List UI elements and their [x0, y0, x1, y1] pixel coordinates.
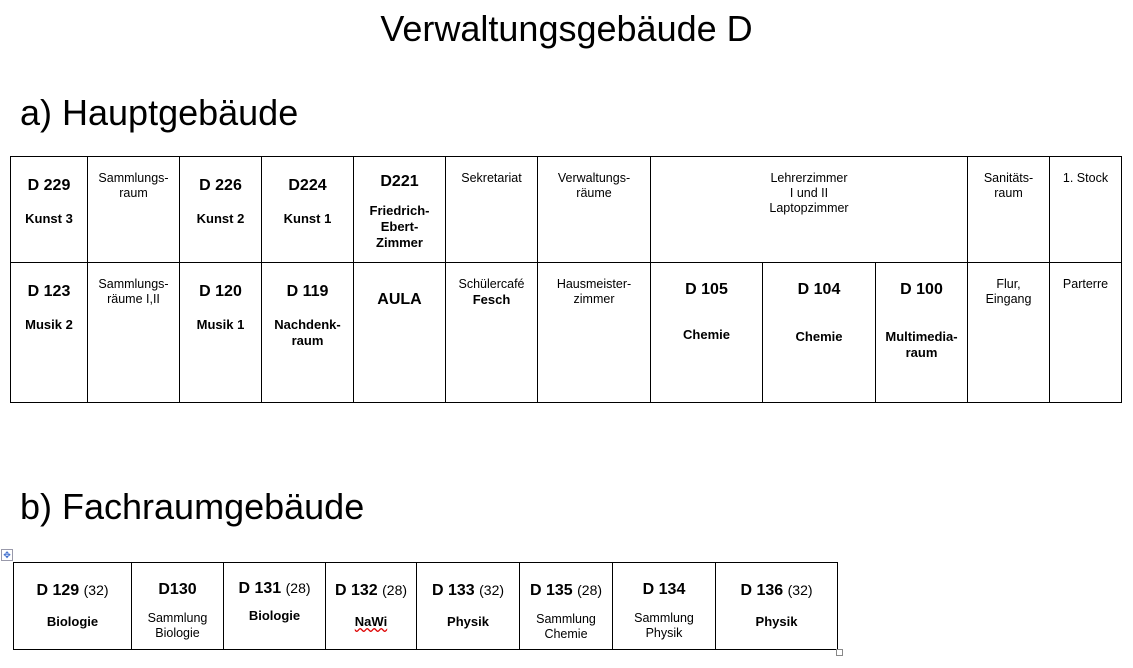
- room-name: Kunst 1: [283, 211, 332, 226]
- page-title: Verwaltungsgebäude D: [380, 8, 753, 49]
- room-number: D 105: [685, 281, 728, 298]
- table-cell: D 135 (28) Sammlung Chemie: [519, 562, 613, 650]
- room-description: Flur, Eingang: [985, 277, 1032, 306]
- room-number: D130: [158, 581, 197, 598]
- room-name: Musik 2: [25, 317, 73, 332]
- table-resize-handle[interactable]: [836, 649, 843, 656]
- room-number: D 131: [238, 580, 282, 597]
- room-capacity: (28): [577, 582, 603, 598]
- table-cell: D 119 Nachdenk- raum: [261, 262, 354, 403]
- room-description: Verwaltungs- räume: [557, 171, 631, 200]
- room-number: AULA: [377, 291, 422, 308]
- room-capacity: (28): [382, 582, 408, 598]
- table-cell: D 100 Multimedia- raum: [875, 262, 968, 403]
- room-number: D 104: [797, 281, 841, 298]
- table-cell: D 105 Chemie: [650, 262, 763, 403]
- room-description: Sanitäts- raum: [983, 171, 1034, 200]
- table-cell: Sanitäts- raum: [967, 156, 1050, 263]
- section-heading-main-building: a) Hauptgebäude: [20, 92, 299, 133]
- table-cell: 1. Stock: [1049, 156, 1122, 263]
- table-cell: D 120 Musik 1: [179, 262, 262, 403]
- room-number: D 123: [27, 283, 71, 300]
- table-cell: Verwaltungs- räume: [537, 156, 651, 263]
- table-cell: Flur, Eingang: [967, 262, 1050, 403]
- table-cell: D 226 Kunst 2: [179, 156, 262, 263]
- room-name: Physik: [755, 614, 798, 629]
- table-cell: D 134 Sammlung Physik: [612, 562, 716, 650]
- room-name: Physik: [447, 614, 489, 629]
- room-name: Chemie: [795, 329, 843, 344]
- room-description: Sekretariat: [461, 171, 522, 185]
- room-name: Friedrich- Ebert- Zimmer: [369, 203, 430, 250]
- room-name: Fesch: [472, 292, 511, 307]
- table-cell: Sammlungs- raum: [87, 156, 180, 263]
- room-number: D 120: [199, 283, 242, 300]
- room-description: Sammlungs- raum: [98, 171, 169, 200]
- table-cell: D221 Friedrich- Ebert- Zimmer: [353, 156, 446, 263]
- table-cell: Hausmeister- zimmer: [537, 262, 651, 403]
- section-heading-specialist-building: b) Fachraumgebäude: [20, 486, 365, 527]
- room-capacity: (28): [285, 580, 311, 596]
- room-number: D 119: [286, 283, 329, 300]
- table-cell: D 136 (32) Physik: [715, 562, 838, 650]
- room-description: Sammlungs- räume I,II: [98, 277, 169, 306]
- room-name: Musik 1: [196, 317, 245, 332]
- table-cell: D130 Sammlung Biologie: [131, 562, 224, 650]
- room-capacity: (32): [83, 582, 109, 598]
- table-cell: Schülercafé Fesch: [445, 262, 538, 403]
- room-description: Sammlung Physik: [634, 611, 694, 640]
- room-name: Nachdenk- raum: [274, 317, 341, 348]
- room-number: D 133: [431, 582, 475, 599]
- room-capacity: (32): [787, 582, 813, 598]
- table-cell: D 229 Kunst 3: [10, 156, 88, 263]
- table-cell: AULA: [353, 262, 446, 403]
- room-number: D 134: [642, 581, 686, 598]
- table-move-handle-icon[interactable]: ✥: [1, 549, 13, 561]
- room-number: D221: [380, 173, 419, 190]
- room-name: Chemie: [683, 327, 730, 342]
- room-description: Sammlung Chemie: [536, 612, 596, 641]
- table-cell: D 131 (28) Biologie: [223, 562, 326, 650]
- room-number: D 136: [740, 582, 784, 599]
- room-description: Sammlung Biologie: [147, 611, 208, 640]
- table-cell: Sekretariat: [445, 156, 538, 263]
- table-cell: D 123 Musik 2: [10, 262, 88, 403]
- room-name: Biologie: [46, 614, 99, 629]
- room-description: 1. Stock: [1062, 171, 1109, 185]
- room-number: D 100: [900, 281, 943, 298]
- table-cell: D 129 (32) Biologie: [13, 562, 132, 650]
- room-description: Hausmeister- zimmer: [556, 277, 632, 306]
- table-cell: Parterre: [1049, 262, 1122, 403]
- table-cell: D 104 Chemie: [762, 262, 876, 403]
- room-number: D 132: [334, 582, 378, 599]
- room-name: Multimedia- raum: [885, 329, 958, 360]
- table-cell: D 133 (32) Physik: [416, 562, 520, 650]
- room-name: NaWi: [354, 614, 388, 629]
- room-description: Lehrerzimmer I und II Laptopzimmer: [769, 171, 849, 215]
- room-capacity: (32): [479, 582, 505, 598]
- room-number: D 135: [529, 582, 573, 599]
- room-name: Kunst 2: [196, 211, 245, 226]
- room-number: D 129: [36, 582, 80, 599]
- room-number: D 229: [27, 177, 71, 194]
- table-cell: D224 Kunst 1: [261, 156, 354, 263]
- room-name: Biologie: [248, 608, 301, 623]
- room-name: Kunst 3: [25, 211, 73, 226]
- table-cell: D 132 (28) NaWi: [325, 562, 417, 650]
- room-number: D224: [288, 177, 327, 194]
- room-description: Parterre: [1062, 277, 1109, 291]
- table-cell: Lehrerzimmer I und II Laptopzimmer: [650, 156, 968, 263]
- room-description: Schülercafé: [458, 277, 525, 291]
- table-cell: Sammlungs- räume I,II: [87, 262, 180, 403]
- room-number: D 226: [199, 177, 242, 194]
